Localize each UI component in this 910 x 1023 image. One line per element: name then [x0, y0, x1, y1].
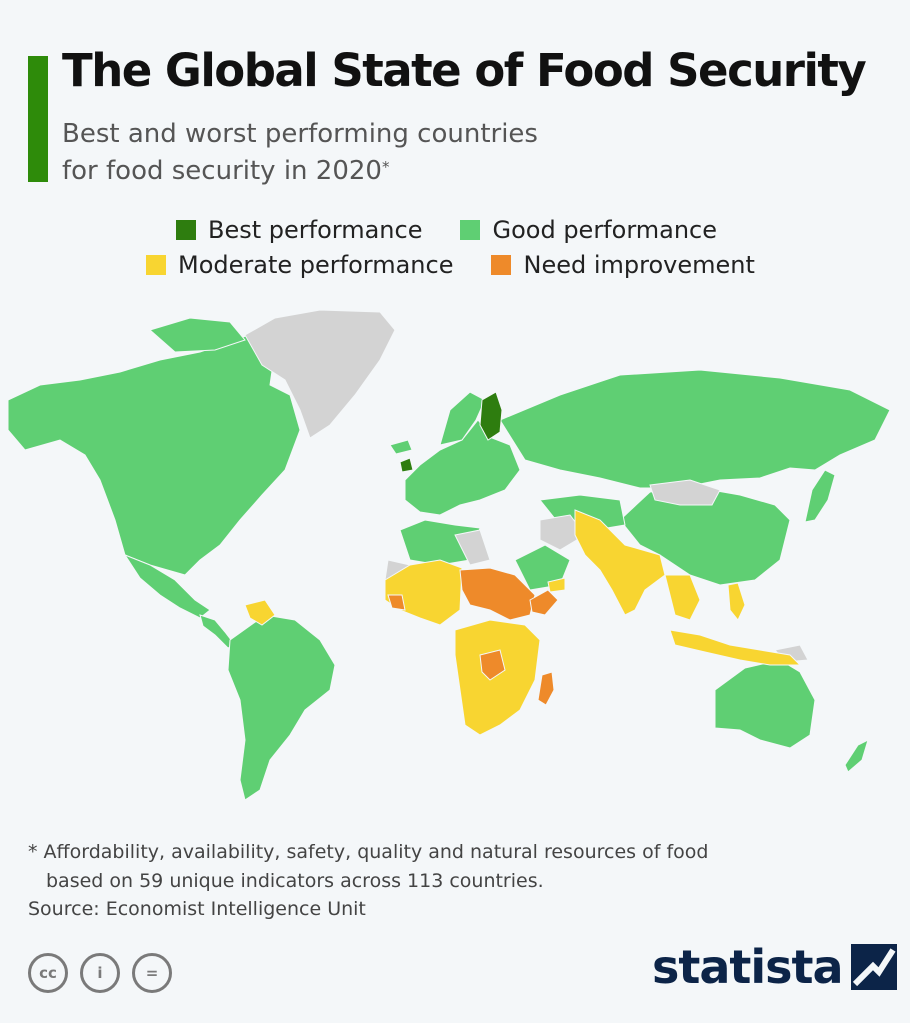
footnote-line2: based on 59 unique indicators across 113… [46, 870, 544, 892]
region-southeast-asia [664, 574, 701, 621]
legend-item-good: Good performance [460, 216, 717, 244]
subtitle-footnote-mark: * [381, 158, 390, 176]
subtitle-line1: Best and worst performing countries [62, 119, 538, 149]
subtitle: Best and worst performing countries for … [62, 116, 662, 190]
region-sahel [459, 567, 536, 621]
world-map [7, 309, 891, 801]
legend-label-improve: Need improvement [523, 251, 755, 279]
cc-icon[interactable]: cc [28, 953, 68, 993]
region-australia [714, 659, 816, 749]
region-south-america [227, 614, 336, 801]
nd-icon[interactable]: = [132, 953, 172, 993]
legend-swatch-best [176, 220, 196, 240]
region-south-asia [574, 509, 666, 616]
region-zambia [479, 649, 506, 681]
region-west-coast [387, 594, 406, 611]
region-iran-area [539, 514, 586, 551]
region-russia [499, 369, 891, 489]
legend-label-good: Good performance [492, 216, 718, 244]
license-icons: cc i = [28, 953, 172, 993]
region-philippines [727, 582, 746, 621]
statista-mark-icon [850, 944, 897, 990]
region-caribbean [244, 599, 276, 626]
page-title: The Global State of Food Security [62, 44, 867, 97]
region-arabia [514, 544, 571, 591]
subtitle-line2: for food security in 2020 [62, 156, 382, 186]
footnote: * Affordability, availability, safety, q… [28, 838, 828, 896]
legend-swatch-moderate [146, 255, 166, 275]
accent-bar [28, 56, 48, 182]
legend-item-best: Best performance [176, 216, 422, 244]
legend-label-moderate: Moderate performance [178, 251, 454, 279]
legend-row-2: Moderate performance Need improvement [146, 251, 793, 279]
region-arctic-islands [148, 317, 246, 353]
legend-item-moderate: Moderate performance [146, 251, 453, 279]
region-madagascar [537, 671, 555, 706]
region-horn [529, 589, 559, 616]
region-finland [479, 391, 503, 441]
region-greenland [244, 309, 396, 439]
brand-wordmark: statista [652, 940, 844, 994]
region-mongolia [649, 479, 721, 506]
legend-row-1: Best performance Good performance [176, 216, 755, 244]
region-europe [404, 419, 521, 516]
region-north-america [7, 329, 301, 576]
footnote-line1: * Affordability, availability, safety, q… [28, 841, 709, 863]
legend-item-improve: Need improvement [491, 251, 755, 279]
source: Source: Economist Intelligence Unit [28, 898, 366, 920]
region-iceland [389, 439, 413, 455]
region-libya-egypt-area [454, 529, 491, 566]
legend-swatch-improve [491, 255, 512, 275]
region-mexico [123, 553, 211, 619]
legend-swatch-good [460, 220, 481, 240]
region-central-south-africa [454, 619, 541, 736]
legend-label-best: Best performance [208, 216, 423, 244]
region-yemen [547, 577, 566, 593]
region-ireland [399, 457, 414, 473]
by-icon[interactable]: i [80, 953, 120, 993]
region-indonesia [669, 629, 802, 666]
region-new-zealand [844, 739, 869, 773]
statista-logo[interactable]: statista [652, 940, 897, 994]
region-japan [804, 469, 836, 523]
